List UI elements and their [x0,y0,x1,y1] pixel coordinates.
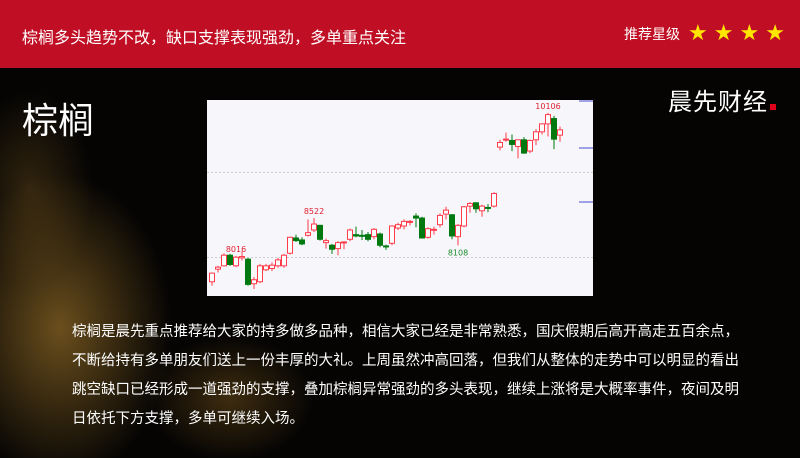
candle-body [497,141,503,148]
candle-body [443,209,449,215]
brand-dot [770,104,776,110]
price-annotation: 8108 [448,248,468,257]
star-icon: ★ [688,21,708,46]
star-icon: ★ [739,21,760,46]
product-title: 棕榈 [22,101,95,142]
candle-body [377,233,383,246]
candle-body [539,123,545,133]
candle-body [299,239,305,245]
candle-body [305,232,311,236]
candle-body [227,254,233,265]
candle-body [461,206,467,227]
candle-body [395,224,401,229]
candle-body [287,236,293,254]
candle-body [503,138,509,141]
candle-body [389,225,395,244]
candle-body [551,118,557,140]
candle-body [347,229,353,240]
candle-body [413,215,419,219]
candle-body [257,265,263,283]
candle-body [473,202,479,210]
candle-body [521,139,527,154]
candle-body [215,266,221,270]
candle-body [401,220,407,227]
candle-body [527,139,533,152]
candle-body [263,265,269,271]
candle-body [419,217,425,239]
candle-body [353,234,359,237]
candle-body [491,193,497,207]
brand-logo: 晨先财经 [668,82,776,117]
candle-body [251,279,257,285]
candlestick-chart: 8016 8522 8108 10106 [207,100,593,296]
candle-body [311,223,317,231]
body-text: 棕榈是晨先重点推荐给大家的持多做多品种，相信大家已经是非常熟悉，国庆假期后高开高… [72,324,739,427]
price-annotation: 10106 [535,102,560,111]
brand-name: 晨先财经 [668,88,768,116]
candle-body [323,240,329,244]
candle-body [293,237,299,242]
candle-body [341,241,347,244]
candle-body [437,214,443,226]
candle-body [209,272,215,283]
candle-body [281,254,287,267]
candle-body [383,245,389,248]
candle-body [533,131,539,141]
candle-body [455,224,461,238]
candle-body [365,234,371,240]
candle-body [485,206,491,209]
candle-body [335,242,341,250]
candle-body [425,228,431,238]
candle-body [479,205,485,212]
candle-body [233,256,239,267]
candle-body [515,139,521,147]
header-banner: 棕榈多头趋势不改，缺口支撑表现强劲，多单重点关注 推荐星级 ★ ★ ★ ★ [0,0,800,68]
price-annotation: 8016 [226,245,246,254]
candle-body [317,224,323,240]
candle-body [239,256,245,259]
candle-body [431,228,437,231]
candle-body [449,214,455,237]
star-icon: ★ [713,21,734,46]
headline: 棕榈多头趋势不改，缺口支撑表现强劲，多单重点关注 [22,28,407,47]
rating: 推荐星级 ★ ★ ★ ★ [624,21,785,46]
star-icon: ★ [765,21,785,46]
candle-body [245,258,251,285]
candle-body [545,114,551,125]
candle-body [509,139,515,145]
price-annotation: 8522 [304,207,324,216]
candle-body [467,202,473,207]
candle-body [269,264,275,269]
rating-stars: ★ ★ ★ ★ [688,21,785,46]
candle-body [275,259,281,267]
candle-body [329,244,335,250]
candle-body [359,234,365,237]
rating-label: 推荐星级 [624,27,680,43]
chart-svg: 8016 8522 8108 10106 [207,100,593,290]
candle-body [221,254,227,267]
candle-body [557,129,563,136]
candle-body [371,228,377,238]
candle-body [407,220,413,223]
